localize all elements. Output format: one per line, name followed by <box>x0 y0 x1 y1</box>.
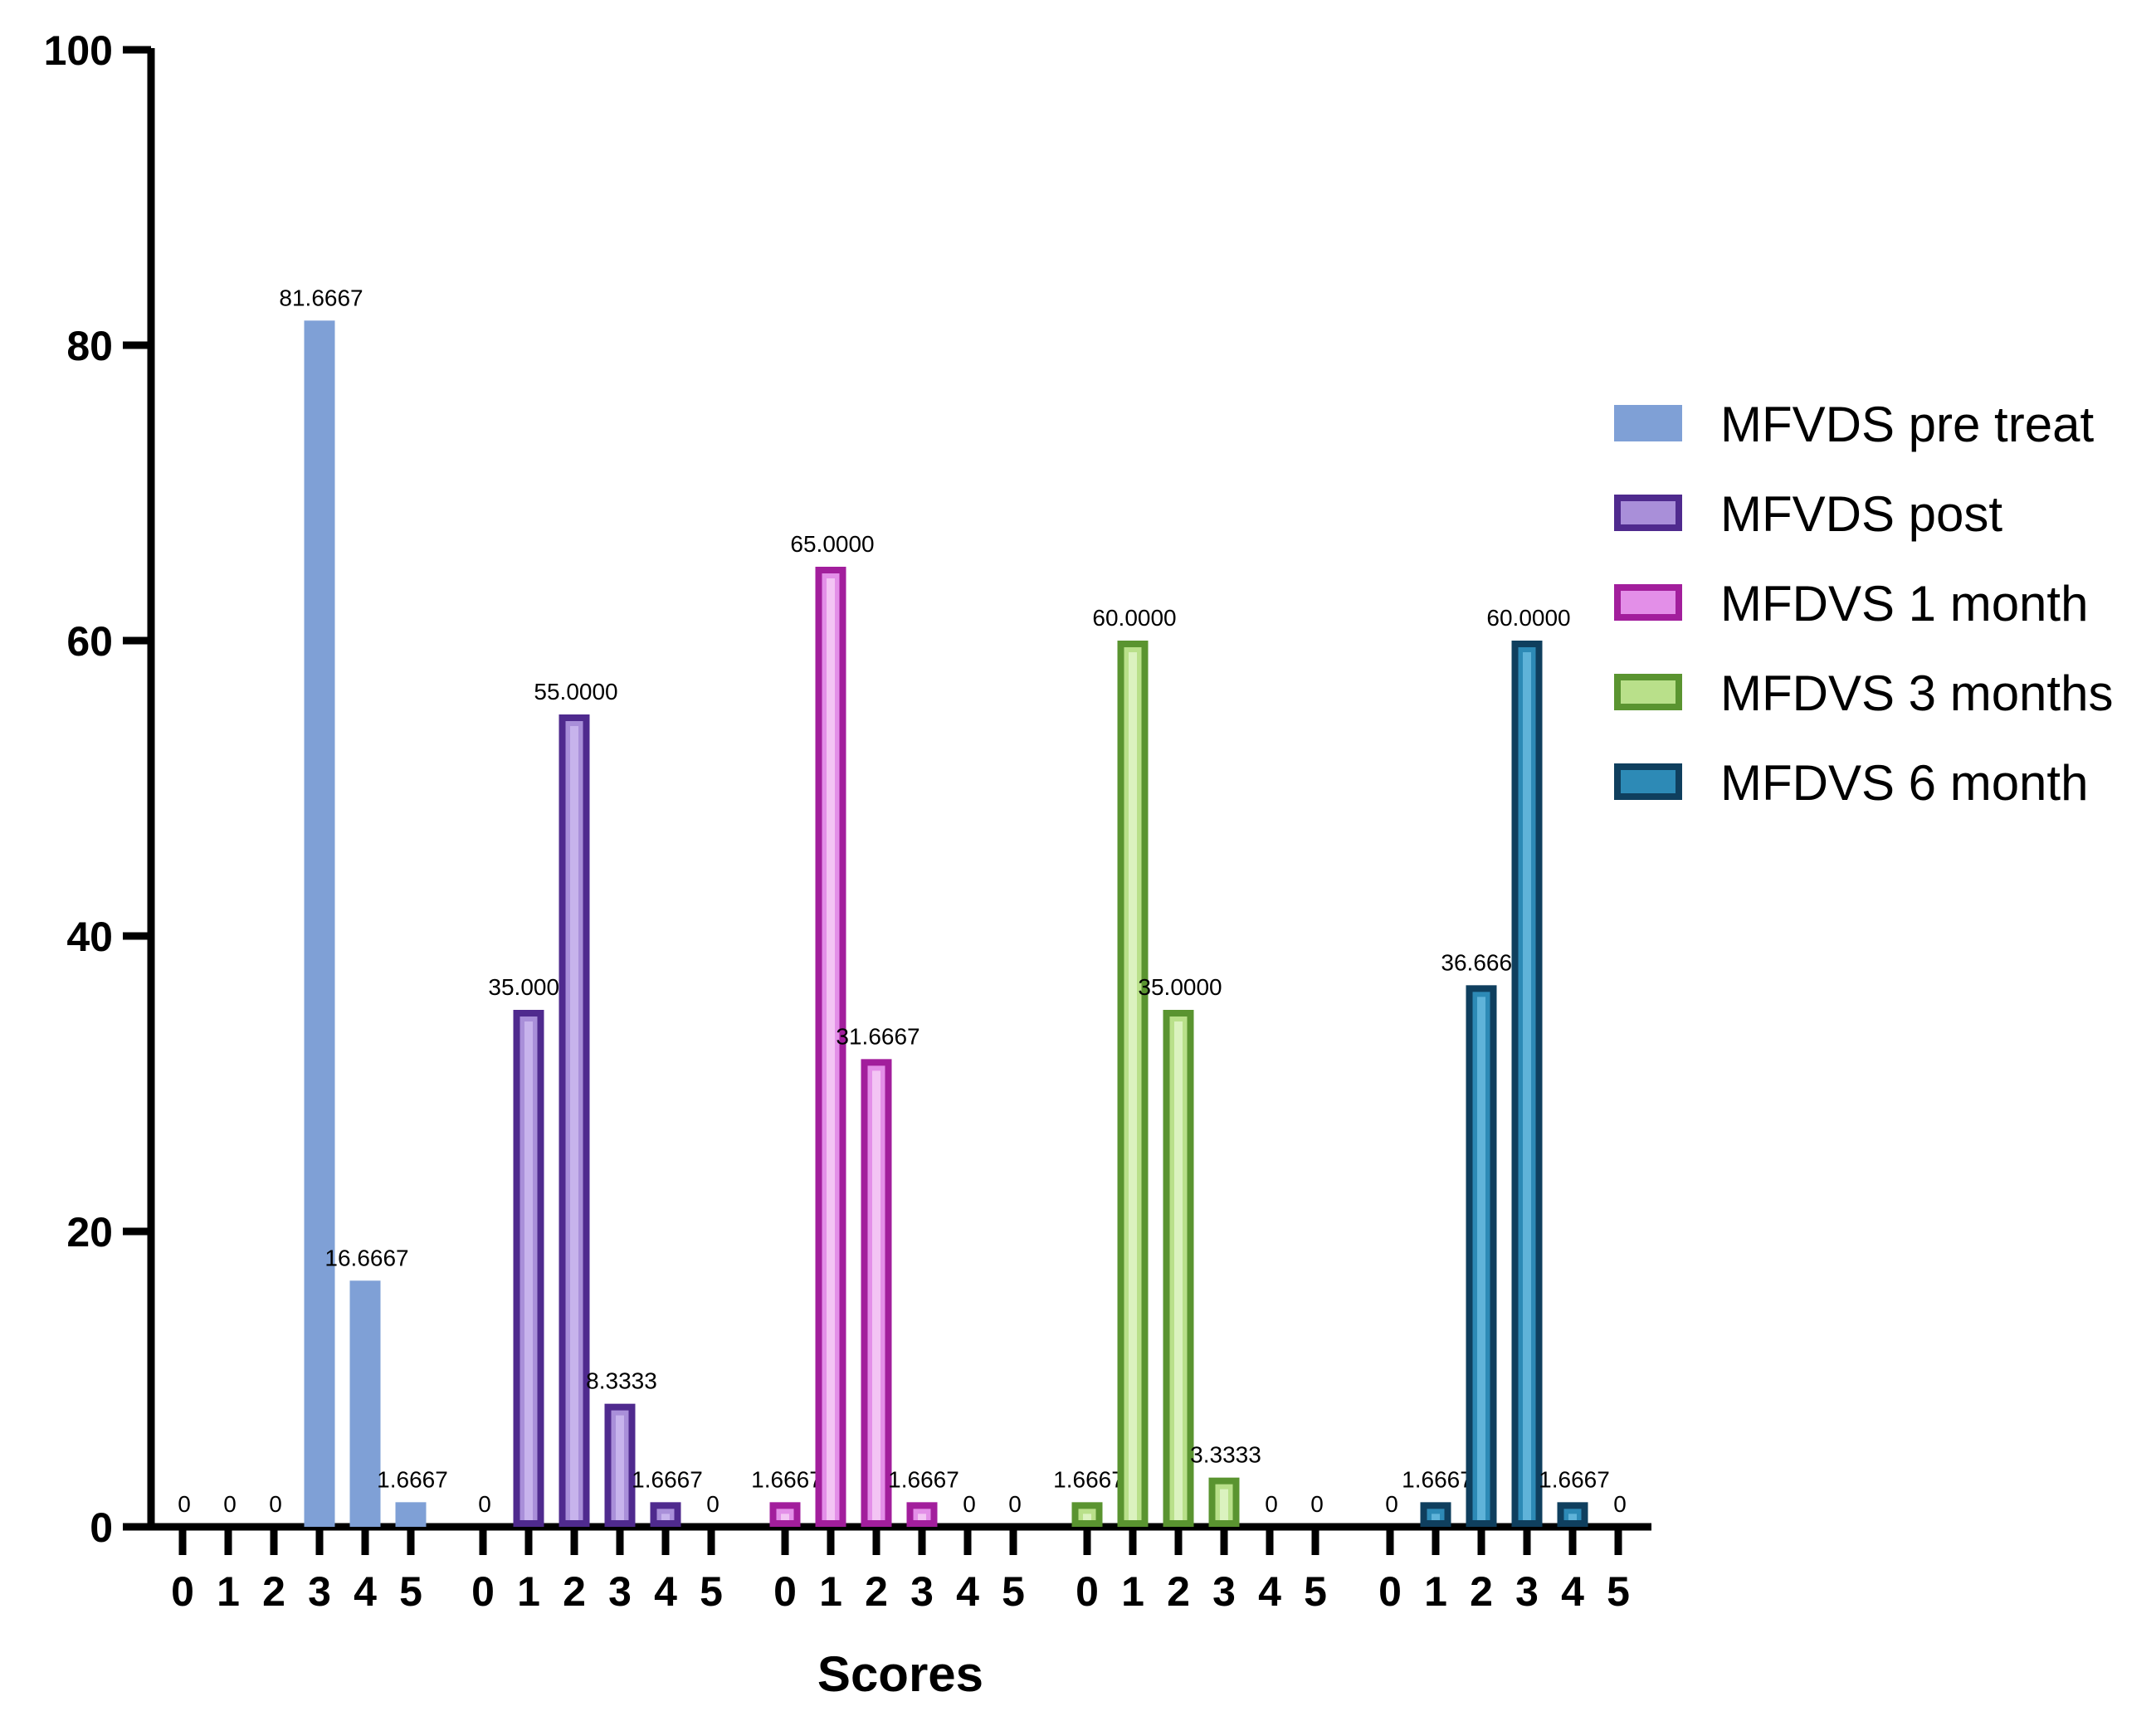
data-label: 1.6667 <box>1539 1466 1610 1492</box>
data-label: 0 <box>1385 1491 1398 1517</box>
x-tick-label: 5 <box>399 1568 422 1615</box>
x-tick-label: 1 <box>819 1568 842 1615</box>
data-label: 55.0000 <box>534 679 617 704</box>
bar-highlight <box>661 1514 670 1520</box>
x-tick-label: 1 <box>517 1568 540 1615</box>
bar-highlight <box>827 578 835 1520</box>
bar <box>395 1502 427 1527</box>
x-tick-label: 1 <box>217 1568 240 1615</box>
x-tick-label: 2 <box>1167 1568 1190 1615</box>
data-label: 0 <box>1008 1491 1022 1517</box>
data-label: 0 <box>1310 1491 1324 1517</box>
y-tick-label: 80 <box>66 323 113 369</box>
bar-highlight <box>1568 1514 1577 1520</box>
x-axis-title: Scores <box>817 1646 983 1702</box>
data-label: 1.6667 <box>1053 1466 1124 1492</box>
data-label: 1.6667 <box>1402 1466 1473 1492</box>
data-label: 0 <box>478 1491 491 1517</box>
bar-highlight <box>570 726 578 1520</box>
legend-label: MFDVS 6 month <box>1720 755 2088 811</box>
y-tick-label: 20 <box>66 1209 113 1255</box>
data-label: 1.6667 <box>377 1466 448 1492</box>
legend-swatch <box>1614 763 1682 800</box>
data-label: 81.6667 <box>279 285 363 310</box>
data-label: 36.6667 <box>1441 949 1524 975</box>
x-tick-label: 2 <box>1470 1568 1493 1615</box>
data-label: 0 <box>1265 1491 1278 1517</box>
y-tick-label: 0 <box>90 1504 113 1551</box>
data-label: 0 <box>223 1491 237 1517</box>
legend-label: MFDVS 3 months <box>1720 665 2113 721</box>
data-label: 1.6667 <box>751 1466 822 1492</box>
x-tick-label: 5 <box>1002 1568 1025 1615</box>
data-label: 0 <box>1613 1491 1627 1517</box>
data-label: 8.3333 <box>586 1368 657 1394</box>
data-label: 0 <box>178 1491 191 1517</box>
x-tick-label: 3 <box>910 1568 934 1615</box>
x-tick-label: 4 <box>956 1568 979 1615</box>
x-tick-label: 1 <box>1121 1568 1144 1615</box>
data-label: 65.0000 <box>790 531 874 557</box>
bar-highlight <box>1220 1489 1228 1520</box>
x-tick-label: 2 <box>563 1568 586 1615</box>
bar <box>304 320 335 1527</box>
legend-label: MFVDS pre treat <box>1720 397 2094 452</box>
bar <box>349 1280 381 1527</box>
x-tick-label: 0 <box>773 1568 797 1615</box>
bar-highlight <box>918 1514 926 1520</box>
x-tick-label: 4 <box>354 1568 377 1615</box>
data-label: 31.6667 <box>836 1023 919 1049</box>
x-tick-label: 0 <box>471 1568 495 1615</box>
bar-highlight <box>1523 652 1531 1520</box>
data-label: 3.3333 <box>1190 1442 1261 1468</box>
data-label: 60.0000 <box>1092 605 1176 631</box>
data-label: 35.0000 <box>1138 974 1222 1000</box>
data-label: 0 <box>963 1491 976 1517</box>
x-tick-label: 4 <box>654 1568 677 1615</box>
legend-swatch <box>1614 674 1682 710</box>
x-tick-label: 5 <box>700 1568 723 1615</box>
x-tick-label: 2 <box>865 1568 888 1615</box>
y-tick-label: 40 <box>66 914 113 960</box>
bar-highlight <box>781 1514 789 1520</box>
data-label: 0 <box>706 1491 719 1517</box>
x-tick-label: 4 <box>1561 1568 1584 1615</box>
legend-label: MFVDS post <box>1720 486 2002 542</box>
bar-highlight <box>1174 1021 1183 1520</box>
data-label: 35.0000 <box>488 974 572 1000</box>
x-tick-label: 3 <box>1212 1568 1236 1615</box>
y-tick-label: 100 <box>44 27 113 74</box>
bar-highlight <box>872 1070 880 1520</box>
data-label: 0 <box>269 1491 282 1517</box>
data-label: 16.6667 <box>324 1245 408 1270</box>
data-label: 60.0000 <box>1486 605 1570 631</box>
x-tick-label: 2 <box>262 1568 285 1615</box>
x-tick-label: 0 <box>1378 1568 1402 1615</box>
data-label: 1.6667 <box>888 1466 959 1492</box>
bar-highlight <box>1432 1514 1440 1520</box>
bar-highlight <box>1129 652 1137 1520</box>
x-tick-label: 4 <box>1258 1568 1281 1615</box>
x-tick-label: 0 <box>171 1568 194 1615</box>
legend-swatch <box>1614 495 1682 531</box>
x-tick-label: 5 <box>1607 1568 1630 1615</box>
x-tick-label: 3 <box>308 1568 331 1615</box>
x-tick-label: 0 <box>1076 1568 1099 1615</box>
y-tick-label: 60 <box>66 618 113 665</box>
legend-swatch <box>1614 584 1682 621</box>
x-tick-label: 1 <box>1424 1568 1447 1615</box>
legend-swatch <box>1614 405 1682 441</box>
bar-highlight <box>616 1415 624 1520</box>
bar-highlight <box>1477 997 1485 1520</box>
x-tick-label: 3 <box>1515 1568 1539 1615</box>
legend-label: MFDVS 1 month <box>1720 576 2088 631</box>
bar-highlight <box>1083 1514 1091 1520</box>
data-label: 1.6667 <box>632 1466 703 1492</box>
bar-highlight <box>524 1021 533 1520</box>
x-tick-label: 3 <box>608 1568 632 1615</box>
x-tick-label: 5 <box>1304 1568 1327 1615</box>
